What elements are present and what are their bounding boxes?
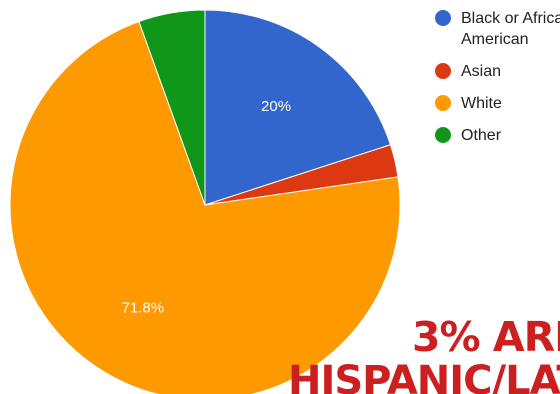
legend-label: Other [461, 127, 502, 144]
slice-data-label: 20% [261, 98, 291, 115]
legend-swatch [435, 95, 451, 111]
legend: Black or African American Asian White Other [435, 10, 560, 144]
legend-label: White [461, 95, 502, 112]
slice-data-label: 71.8% [122, 300, 165, 317]
pie-slices [9, 9, 401, 394]
legend-swatch [435, 63, 451, 79]
slice-labels: 20% 71.8% [122, 98, 292, 316]
pie-slice-white [9, 20, 401, 394]
overlay-caption-line-1: 3% ARE OF [412, 313, 560, 361]
pie-slice-black-or-african-american [204, 9, 392, 206]
overlay-caption: 3% ARE OF HISPANIC/LATINO [288, 313, 560, 394]
pie-slice-other [138, 9, 206, 206]
legend-label: Asian [461, 63, 501, 80]
overlay-caption-line-2: HISPANIC/LATINO [288, 358, 560, 394]
legend-swatch [435, 10, 451, 26]
legend-swatch [435, 127, 451, 143]
legend-label: American [461, 31, 529, 48]
legend-label: Black or African [461, 10, 560, 27]
